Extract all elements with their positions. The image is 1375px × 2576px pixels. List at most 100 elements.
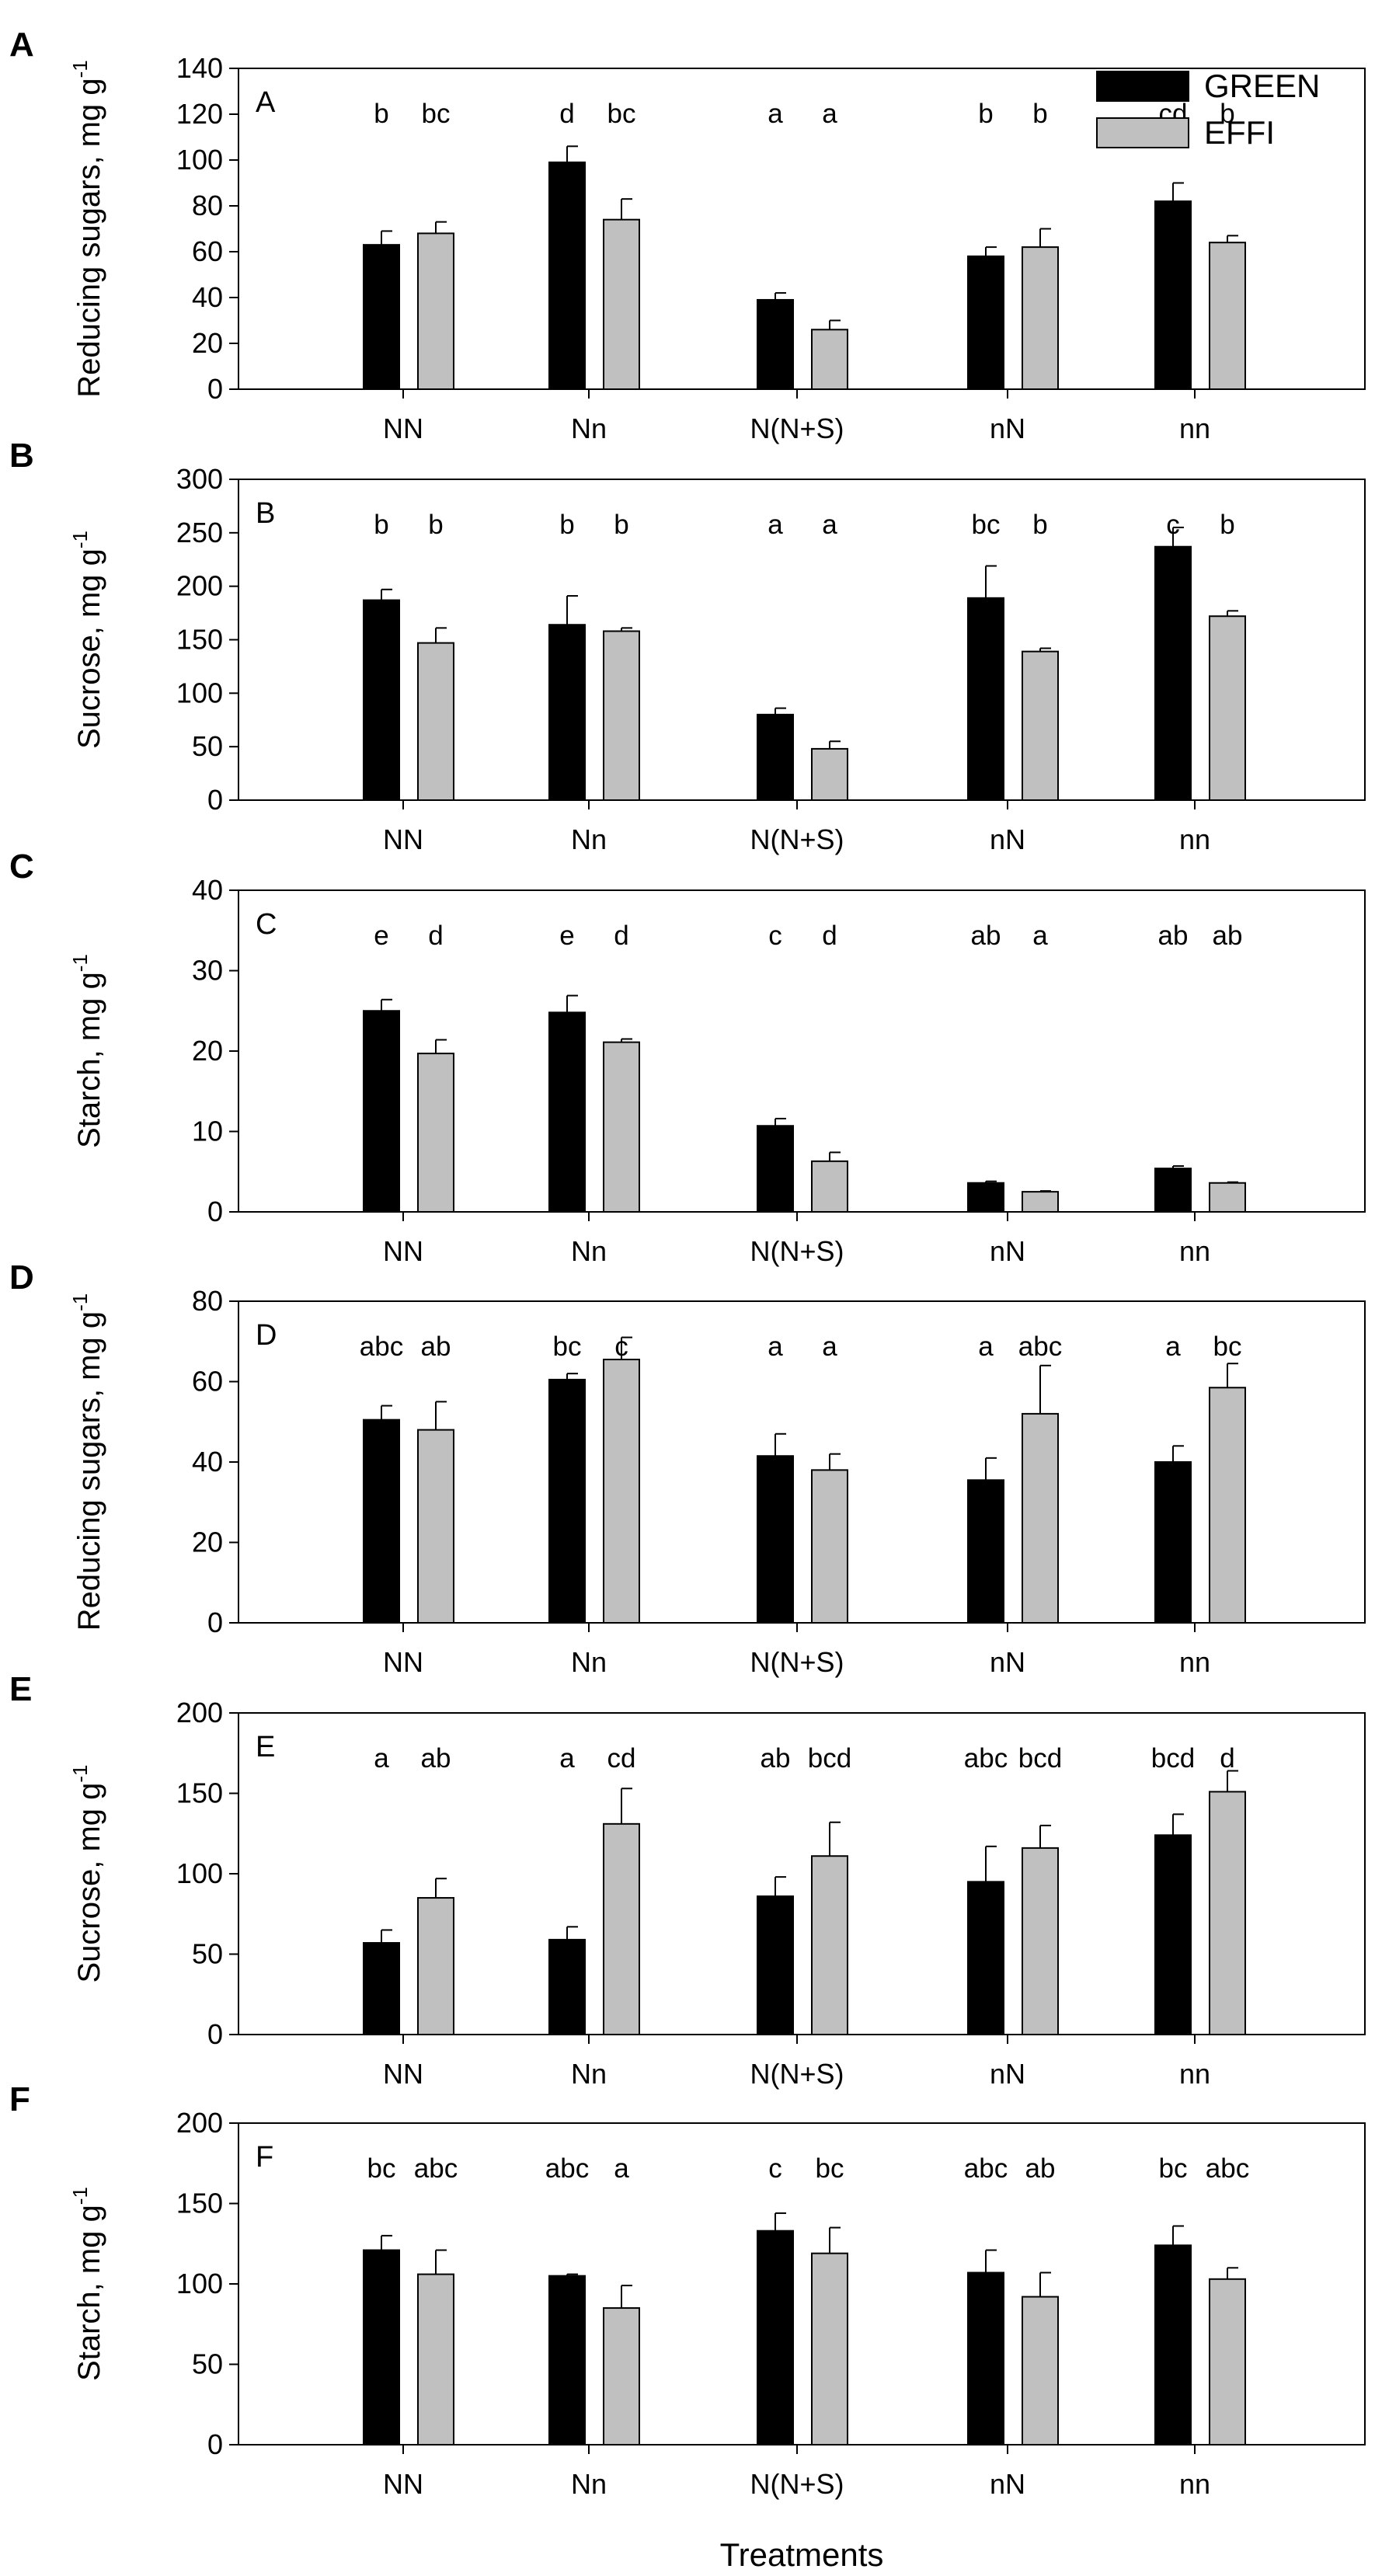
y-tick-label: 300 [176, 463, 223, 495]
significance-letter: b [428, 510, 443, 540]
y-axis-label: Reducing sugars, mg g-1 [68, 60, 106, 397]
significance-letter: a [1032, 921, 1048, 951]
bar-green [757, 1895, 794, 2035]
x-tick-label: N(N+S) [750, 2058, 844, 2090]
y-axis-label: Sucrose, mg g-1 [68, 1764, 106, 1982]
x-tick-label: nn [1179, 2058, 1210, 2090]
x-tick-label: nN [990, 2058, 1025, 2090]
bar-green [548, 2275, 586, 2445]
significance-letter: bc [1159, 2153, 1188, 2184]
significance-letter: ab [971, 921, 1001, 951]
y-tick-label: 50 [192, 730, 223, 762]
x-tick-label: NN [383, 1235, 423, 1267]
significance-letter: a [1165, 1332, 1181, 1362]
bar-effi [603, 2307, 640, 2446]
significance-letter: b [614, 510, 628, 540]
x-tick-label: NN [383, 2468, 423, 2500]
bar-effi [603, 1041, 640, 1213]
bar-effi [1209, 242, 1246, 391]
bar-effi [417, 2273, 454, 2446]
significance-letter: c [1166, 510, 1180, 540]
significance-letter: abc [360, 1332, 403, 1362]
bar-effi [1022, 1191, 1059, 1213]
legend-swatch-effi [1096, 117, 1189, 148]
y-tick-label: 140 [176, 52, 223, 84]
significance-letter: ab [761, 1743, 791, 1774]
y-tick-label: 150 [176, 2188, 223, 2219]
y-axis-label: Sucrose, mg g-1 [68, 531, 106, 749]
significance-letter: bc [607, 99, 636, 129]
y-axis-label-superscript: -1 [68, 1764, 92, 1782]
significance-letter: abc [964, 2153, 1008, 2184]
bar-green [967, 1479, 1004, 1624]
bar-green [1154, 1834, 1192, 2036]
y-tick-label: 50 [192, 1938, 223, 1970]
bar-effi [417, 232, 454, 390]
x-tick-label: N(N+S) [750, 823, 844, 855]
panel-letter: D [9, 1258, 34, 1297]
significance-letter: c [768, 921, 782, 951]
significance-letter: a [822, 1332, 837, 1362]
bar-effi [811, 1160, 848, 1213]
x-tick-label: Nn [571, 1235, 607, 1267]
x-tick-label: nn [1179, 1235, 1210, 1267]
y-axis-label-superscript: -1 [68, 60, 92, 78]
y-tick-label: 120 [176, 98, 223, 130]
y-tick-label: 200 [176, 570, 223, 602]
y-axis-label-text: Sucrose, mg g [72, 548, 106, 749]
y-tick-label: 20 [192, 1035, 223, 1067]
bar-green [548, 1011, 586, 1213]
significance-letter: bc [367, 2153, 396, 2184]
significance-letter: abc [1018, 1332, 1062, 1362]
legend-label: EFFI [1204, 114, 1275, 151]
x-tick-label: Nn [571, 1646, 607, 1678]
significance-letter: b [1220, 510, 1234, 540]
x-tick-label: Nn [571, 823, 607, 855]
significance-letter: a [559, 1743, 575, 1774]
significance-letter: d [614, 921, 628, 951]
y-tick-label: 50 [192, 2348, 223, 2380]
y-tick-label: 30 [192, 955, 223, 987]
significance-letter: e [559, 921, 574, 951]
y-axis-label-text: Reducing sugars, mg g [72, 1311, 106, 1631]
y-axis-label-superscript: -1 [68, 954, 92, 972]
significance-letter: bcd [1151, 1743, 1195, 1774]
bar-green [1154, 1461, 1192, 1624]
bar-green [548, 624, 586, 802]
y-axis-label: Starch, mg g-1 [68, 2187, 106, 2381]
significance-letter: bc [816, 2153, 844, 2184]
x-tick-label: nn [1179, 2468, 1210, 2500]
panel-letter: E [9, 1670, 32, 1708]
significance-letter: abc [1206, 2153, 1249, 2184]
significance-letter: a [768, 510, 783, 540]
x-tick-label: nN [990, 1646, 1025, 1678]
panel-letter: A [9, 26, 34, 64]
significance-letter: bcd [808, 1743, 851, 1774]
bar-green [1154, 2244, 1192, 2446]
bar-green [967, 1881, 1004, 2036]
panel-E-frame [238, 1712, 1366, 2035]
y-tick-label: 20 [192, 1526, 223, 1558]
x-tick-label: NN [383, 413, 423, 444]
y-tick-label: 200 [176, 1697, 223, 1728]
bar-effi [1022, 1847, 1059, 2035]
x-tick-label: N(N+S) [750, 413, 844, 444]
bar-green [757, 298, 794, 391]
bar-effi [811, 1855, 848, 2035]
significance-letter: b [978, 99, 993, 129]
y-axis-label-text: Starch, mg g [72, 2205, 106, 2381]
bar-green [967, 597, 1004, 801]
bar-effi [811, 1469, 848, 1624]
bar-green [363, 1419, 400, 1624]
panel-inner-letter: A [256, 86, 276, 119]
y-tick-label: 100 [176, 2268, 223, 2299]
bar-effi [1022, 1412, 1059, 1624]
bar-effi [811, 747, 848, 801]
bar-green [757, 1455, 794, 1624]
bar-green [757, 2230, 794, 2445]
bar-green [1154, 545, 1192, 801]
y-axis-label-superscript: -1 [68, 1293, 92, 1311]
significance-letter: c [768, 2153, 782, 2184]
bar-green [363, 1942, 400, 2036]
